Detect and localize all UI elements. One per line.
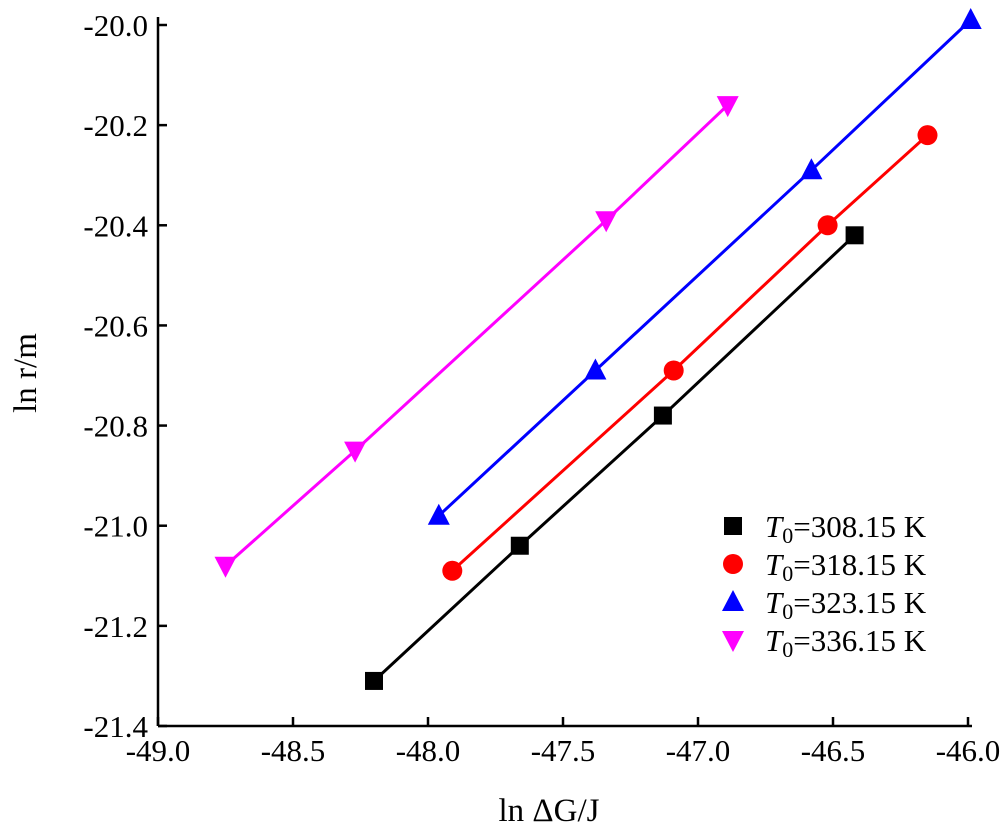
legend-item: T0=308.15 K [724, 509, 927, 548]
y-tick-label: -20.4 [83, 208, 148, 243]
x-tick-label: -47.5 [531, 733, 596, 768]
legend-item: T0=323.15 K [722, 585, 927, 624]
x-ticks: -49.0 -48.5 -48.0 -47.5 -47.0 -46.5 -46.0 [126, 717, 1000, 768]
data-point [427, 503, 450, 525]
data-point [214, 556, 237, 578]
x-tick-label: -48.5 [261, 733, 326, 768]
legend-marker [722, 631, 744, 652]
legend: T0=308.15 KT0=318.15 KT0=323.15 KT0=336.… [722, 509, 927, 662]
x-axis-label: ln ΔG/J [499, 793, 600, 829]
legend-item: T0=318.15 K [723, 547, 927, 586]
data-point [653, 406, 672, 425]
x-tick-label: -47.0 [666, 733, 731, 768]
y-tick-label: -21.0 [83, 509, 148, 544]
data-point [845, 226, 864, 245]
legend-marker [723, 554, 743, 574]
x-tick-label: -49.0 [126, 733, 191, 768]
data-point [365, 671, 383, 690]
x-tick-label: -46.5 [801, 733, 866, 768]
series-line [372, 234, 856, 683]
data-point [584, 358, 607, 380]
y-tick-label: -21.2 [83, 609, 148, 644]
legend-label: T0=308.15 K [765, 509, 927, 548]
data-point [817, 215, 838, 236]
series-2 [442, 125, 938, 581]
data-point [595, 211, 618, 233]
data-point [442, 560, 463, 581]
data-point [510, 536, 529, 555]
y-tick-label: -20.2 [83, 108, 148, 143]
y-tick-label: -20.0 [83, 8, 148, 43]
series-3 [427, 7, 982, 525]
data-point [344, 441, 367, 463]
plot-area [214, 7, 982, 690]
x-tick-label: -46.0 [936, 733, 1000, 768]
x-tick-label: -48.0 [396, 733, 461, 768]
y-tick-label: -20.6 [83, 308, 148, 343]
legend-label: T0=323.15 K [765, 585, 927, 624]
data-point [917, 125, 938, 146]
series-line [437, 18, 972, 517]
y-tick-label: -20.8 [83, 409, 148, 444]
series-line [451, 134, 929, 572]
legend-marker [722, 590, 744, 611]
data-point [663, 360, 684, 381]
legend-item: T0=336.15 K [722, 623, 927, 662]
y-axis-label: ln r/m [8, 333, 44, 413]
data-point [716, 96, 739, 118]
series-4 [214, 96, 739, 578]
y-ticks: -20.0 -20.2 -20.4 -20.6 -20.8 -21.0 -21.2 -21.4 [83, 8, 167, 744]
legend-label: T0=336.15 K [765, 623, 927, 662]
legend-marker [724, 517, 742, 535]
legend-label: T0=318.15 K [765, 547, 927, 586]
data-point [959, 7, 982, 29]
data-point [800, 158, 823, 180]
series-1 [365, 226, 864, 690]
y-tick-label: -21.4 [83, 709, 148, 744]
series-line [224, 104, 729, 567]
